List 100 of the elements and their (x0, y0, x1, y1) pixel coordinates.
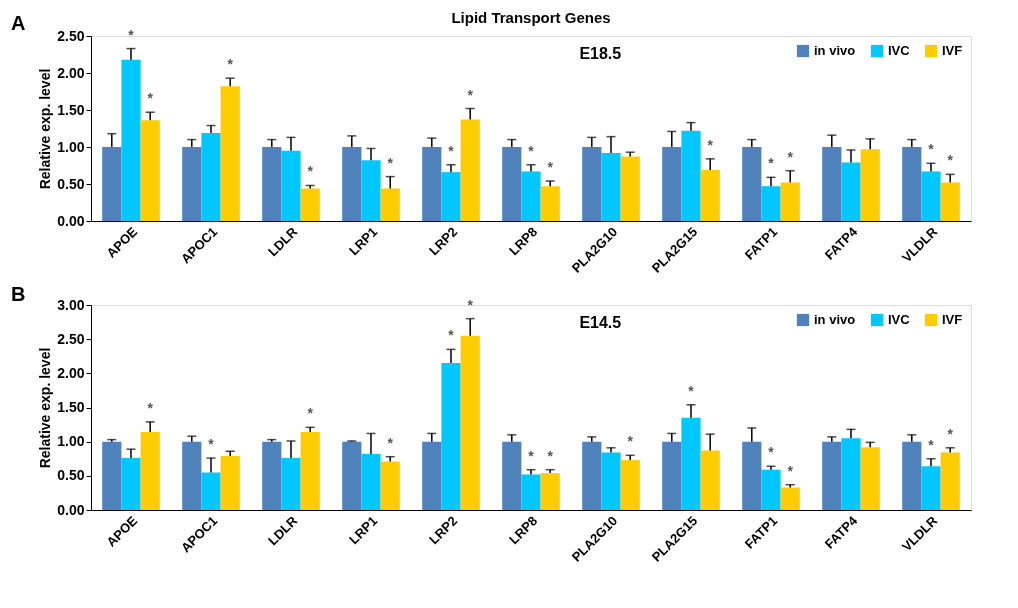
data-label: * (947, 425, 954, 442)
bar (841, 438, 861, 510)
bar (201, 472, 221, 510)
legend-label: in vivo (814, 312, 856, 327)
bar (441, 363, 461, 510)
bar (361, 160, 381, 221)
legend-label: IVF (942, 43, 963, 58)
data-label: * (768, 444, 775, 461)
chart-title: Lipid Transport Genes (451, 9, 611, 26)
data-label: * (307, 405, 314, 422)
bar (540, 473, 560, 510)
bar (102, 441, 122, 510)
y-tick-label: 2.50 (57, 330, 85, 347)
data-label: * (147, 90, 154, 107)
bar (921, 466, 941, 510)
y-tick-label: 0.50 (57, 175, 85, 192)
y-tick-label: 1.00 (57, 433, 85, 450)
bar (742, 147, 762, 221)
data-label: * (627, 433, 634, 450)
bar (822, 147, 842, 221)
legend-label: IVC (888, 43, 911, 58)
data-label: * (528, 142, 535, 159)
bar (822, 441, 842, 510)
bar (940, 452, 960, 510)
y-axis-title: Relative exp. level (37, 347, 54, 469)
bar (681, 130, 701, 221)
text: E18.5 (579, 45, 622, 62)
bar (182, 147, 202, 221)
bar (300, 432, 320, 510)
bar (380, 188, 400, 221)
y-tick-label: 3.00 (57, 296, 85, 313)
bar (601, 452, 621, 510)
bar (460, 335, 480, 510)
data-label: * (928, 436, 935, 453)
bar (521, 171, 541, 221)
y-tick-label: 2.50 (57, 27, 85, 44)
bar (441, 172, 461, 221)
bar (780, 487, 800, 510)
data-label: * (467, 86, 474, 103)
bar (182, 441, 202, 510)
data-label: * (307, 163, 314, 180)
bar (460, 119, 480, 221)
bar (742, 441, 762, 510)
bar (380, 461, 400, 510)
bar (220, 456, 240, 510)
y-tick-label: 1.00 (57, 138, 85, 155)
bar (521, 474, 541, 510)
bar (140, 432, 160, 510)
bar (620, 460, 640, 510)
data-label: * (128, 26, 135, 43)
bar (262, 147, 282, 221)
data-label: * (787, 148, 794, 165)
bar (502, 147, 522, 221)
data-label: * (387, 434, 394, 451)
bar (700, 169, 720, 221)
y-tick-label: 2.00 (57, 64, 85, 81)
bar (201, 132, 221, 221)
data-label: * (467, 296, 474, 313)
y-tick-label: 1.50 (57, 399, 85, 415)
y-tick-label: 0.50 (57, 467, 85, 484)
data-label: * (147, 399, 154, 416)
data-label: * (707, 136, 714, 153)
bar (601, 152, 621, 221)
data-label: * (947, 152, 954, 169)
data-label: * (227, 56, 234, 73)
bar (121, 59, 141, 221)
bar (841, 162, 861, 221)
bar (780, 182, 800, 221)
bar (281, 150, 301, 221)
bar (662, 441, 682, 510)
bar (502, 441, 522, 510)
bar (860, 447, 880, 510)
bar (902, 441, 922, 510)
data-label: * (387, 154, 394, 171)
bar (700, 450, 720, 510)
bar (220, 86, 240, 221)
data-label: * (448, 327, 455, 344)
y-tick-label: 2.00 (57, 364, 85, 381)
bar (761, 186, 781, 221)
bar (940, 182, 960, 221)
data-label: * (547, 447, 554, 464)
data-label: * (768, 155, 775, 172)
y-tick-label: 1.50 (57, 101, 85, 118)
text: A (11, 12, 26, 34)
bar (662, 147, 682, 221)
y-tick-label: 0.00 (57, 501, 85, 518)
data-label: * (928, 141, 935, 158)
bar (681, 417, 701, 510)
bar (300, 188, 320, 221)
data-label: * (787, 462, 794, 479)
bar (422, 441, 442, 510)
text: B (11, 283, 26, 305)
bar (342, 441, 362, 510)
bar (540, 186, 560, 221)
legend-label: IVF (942, 312, 963, 327)
bar (262, 441, 282, 510)
text: E14.5 (579, 314, 622, 331)
bar (102, 147, 122, 221)
bar (582, 441, 602, 510)
bar (921, 171, 941, 221)
